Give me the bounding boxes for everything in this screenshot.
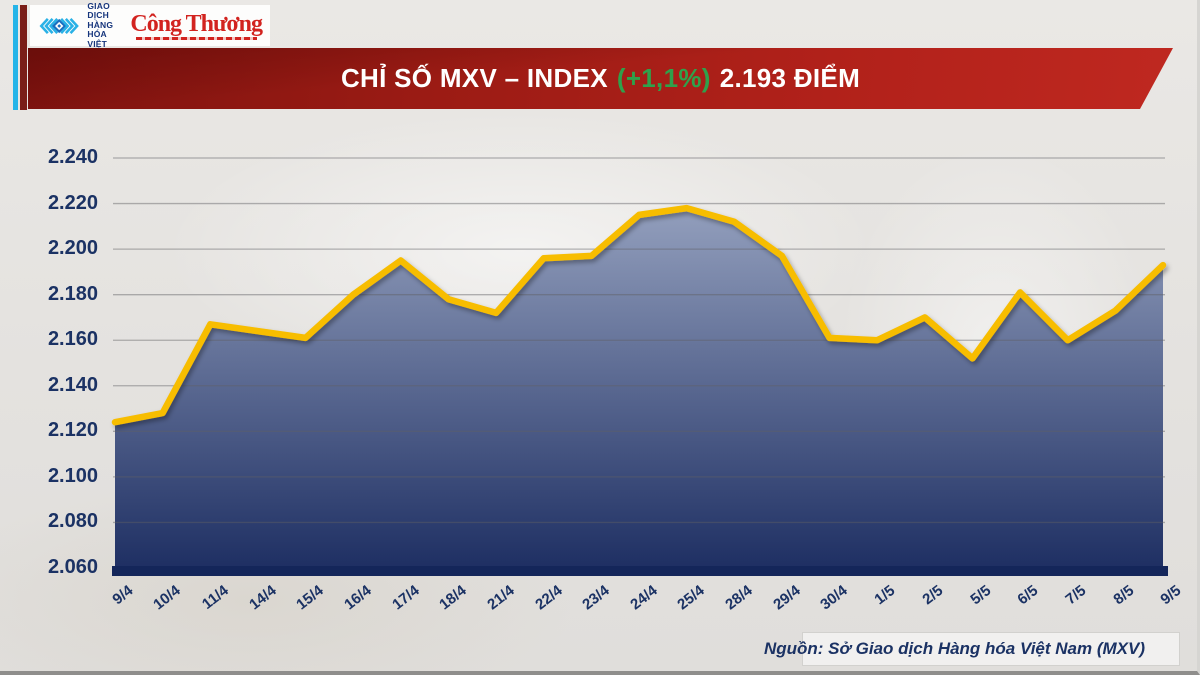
chart-title-main: CHỈ SỐ MXV – INDEX <box>340 63 608 93</box>
y-tick-label: 2.080 <box>47 510 98 533</box>
area-fill <box>115 208 1163 568</box>
y-tick-label: 2.200 <box>47 237 98 260</box>
logo-bar: SỞ GIAO DỊCH HÀNG HÓA VIỆT NAM Công Thươ… <box>30 0 270 58</box>
y-tick-label: 2.180 <box>47 282 98 305</box>
y-tick-label: 2.220 <box>47 191 98 214</box>
y-tick-label: 2.160 <box>47 328 98 351</box>
left-accent-stripe-red <box>20 5 27 110</box>
congthuong-tagline-rule <box>135 36 257 40</box>
y-tick-label: 2.140 <box>47 373 98 396</box>
chart-title-change-badge: (+1,1%) <box>616 63 711 93</box>
y-tick-label: 2.240 <box>47 146 98 168</box>
mxv-logo-icon <box>39 17 79 34</box>
x-axis-baseline <box>112 566 1168 576</box>
congthuong-logo: Công Thương <box>130 10 263 40</box>
y-tick-label: 2.120 <box>47 419 98 442</box>
y-tick-label: 2.060 <box>47 556 98 578</box>
source-panel: Nguồn: Sở Giao dịch Hàng hóa Việt Nam (M… <box>764 632 1180 666</box>
index-line <box>111 204 1167 426</box>
left-accent-stripe-cyan <box>13 5 18 110</box>
mxv-logo-line: SỞ GIAO DỊCH <box>87 0 110 21</box>
congthuong-logo-text: Công Thương <box>130 10 263 37</box>
source-text: Nguồn: Sở Giao dịch Hàng hóa Việt Nam (M… <box>763 639 1145 658</box>
mxv-logo-line: HÀNG HÓA <box>87 19 114 40</box>
chart-title-value: 2.193 ĐIỂM <box>719 63 861 93</box>
y-tick-label: 2.100 <box>47 464 98 487</box>
title-banner: CHỈ SỐ MXV – INDEX (+1,1%) 2.193 ĐIỂM <box>28 48 1173 109</box>
